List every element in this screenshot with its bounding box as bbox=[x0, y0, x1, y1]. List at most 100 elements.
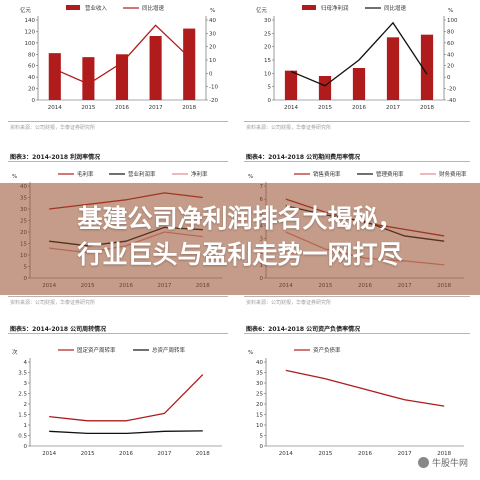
y2-tick-label: 40 bbox=[447, 52, 454, 58]
y-tick-label: 25 bbox=[264, 31, 271, 37]
y-tick-label: 2.5 bbox=[18, 392, 27, 398]
series-line bbox=[54, 24, 190, 85]
chart-title: 图表5：2014-2018 公司周转情况 bbox=[10, 326, 107, 333]
y-tick-label: 3 bbox=[24, 381, 28, 387]
bar bbox=[183, 28, 196, 101]
series-line bbox=[285, 369, 445, 407]
y2-axis-label: % bbox=[448, 8, 453, 14]
x-tick-label: 2017 bbox=[149, 105, 163, 111]
y-tick-label: 5 bbox=[268, 85, 272, 91]
y-tick-label: 30 bbox=[256, 381, 263, 387]
x-tick-label: 2017 bbox=[386, 105, 400, 111]
x-tick-label: 2014 bbox=[284, 105, 298, 111]
y-tick-label: 40 bbox=[256, 360, 263, 366]
y-tick-label: 20 bbox=[256, 402, 263, 408]
divider bbox=[8, 296, 228, 297]
bar bbox=[420, 34, 434, 100]
y-tick-label: 120 bbox=[25, 29, 36, 35]
y2-tick-label: 60 bbox=[447, 41, 454, 47]
x-tick-label: 2018 bbox=[420, 105, 434, 111]
net-profit-chart: 亿元 % 0 5 10 15 20 25 30 -40 -20 0 20 40 60 80 100 2014 201… bbox=[256, 4, 458, 111]
y-axis-label: % bbox=[248, 350, 253, 356]
legend-entry: 资产负债率 bbox=[313, 346, 341, 354]
x-tick-label: 2017 bbox=[398, 451, 412, 457]
x-tick-label: 2018 bbox=[182, 105, 196, 111]
y-tick-label: 20 bbox=[264, 45, 271, 51]
y2-tick-label: -10 bbox=[209, 85, 218, 91]
bar bbox=[82, 57, 95, 100]
series-line bbox=[290, 21, 428, 87]
y-tick-label: 0 bbox=[24, 444, 28, 450]
x-tick-label: 2015 bbox=[318, 105, 332, 111]
wechat-icon bbox=[417, 457, 429, 468]
revenue-chart: 亿元 % 0 20 40 60 80 100 120 140 -20 -10 0 10 20 30 40 2014… bbox=[20, 4, 218, 111]
y-tick-label: 10 bbox=[256, 423, 263, 429]
x-tick-label: 2016 bbox=[119, 451, 133, 457]
y-tick-label: 0 bbox=[32, 98, 36, 104]
y-tick-label: 0.5 bbox=[18, 434, 27, 440]
y-axis-label: 亿元 bbox=[256, 6, 268, 14]
legend-entry: 固定资产周转率 bbox=[77, 346, 116, 354]
legend-entry: 毛利率 bbox=[77, 170, 94, 178]
y2-tick-label: 10 bbox=[209, 58, 216, 64]
y-tick-label: 140 bbox=[25, 18, 36, 24]
y-axis-label: 次 bbox=[12, 348, 18, 356]
y2-axis-label: % bbox=[210, 8, 215, 14]
y-tick-label: 10 bbox=[264, 71, 271, 77]
y-axis-label: % bbox=[12, 174, 17, 180]
y-tick-label: 60 bbox=[28, 64, 35, 70]
headline-line-1: 基建公司净利润排名大揭秘， bbox=[77, 204, 403, 233]
turnover-chart: 次 0 0.5 1 1.5 2 2.5 3 3.5 4 2014 2015 2016 2017 2018 固定… bbox=[12, 346, 222, 457]
y-tick-label: 30 bbox=[264, 18, 271, 24]
divider bbox=[244, 296, 470, 297]
bar bbox=[284, 70, 298, 100]
divider bbox=[244, 121, 470, 122]
divider bbox=[8, 161, 228, 162]
bar bbox=[386, 37, 400, 100]
x-tick-label: 2018 bbox=[437, 451, 451, 457]
y-tick-label: 25 bbox=[256, 392, 263, 398]
y-tick-label: 0 bbox=[260, 444, 264, 450]
y-tick-label: 100 bbox=[25, 41, 36, 47]
y-tick-label: 15 bbox=[264, 58, 271, 64]
series-line bbox=[49, 374, 204, 422]
y2-tick-label: -20 bbox=[209, 98, 218, 104]
y-tick-label: 35 bbox=[256, 371, 263, 377]
y2-tick-label: 40 bbox=[209, 18, 216, 24]
bar bbox=[149, 36, 162, 100]
y-tick-label: 20 bbox=[28, 87, 35, 93]
y2-tick-label: 20 bbox=[447, 64, 454, 70]
x-tick-label: 2014 bbox=[48, 105, 62, 111]
x-tick-label: 2016 bbox=[352, 105, 366, 111]
y2-tick-label: 0 bbox=[447, 75, 451, 81]
legend-swatch bbox=[66, 5, 80, 10]
x-tick-label: 2015 bbox=[81, 451, 95, 457]
source-note: 资料来源：公司财报，华泰证券研究所 bbox=[246, 300, 332, 306]
divider bbox=[244, 333, 470, 334]
y-tick-label: 1.5 bbox=[18, 413, 27, 419]
legend-entry: 总资产周转率 bbox=[152, 346, 186, 354]
y-tick-label: 40 bbox=[28, 75, 35, 81]
y2-tick-label: 30 bbox=[209, 31, 216, 37]
y2-tick-label: -20 bbox=[447, 87, 456, 93]
x-tick-label: 2018 bbox=[196, 451, 210, 457]
x-tick-label: 2017 bbox=[157, 451, 171, 457]
legend-swatch bbox=[302, 5, 316, 10]
legend-entry: 营业利润率 bbox=[128, 170, 156, 178]
bar bbox=[115, 54, 129, 100]
headline-banner: 基建公司净利润排名大揭秘， 行业巨头与盈利走势一网打尽 bbox=[0, 183, 480, 295]
watermark-text: 牛股牛网 bbox=[431, 459, 468, 469]
x-tick-label: 2015 bbox=[318, 451, 332, 457]
divider bbox=[8, 333, 228, 334]
chart-title: 图表3：2014-2018 利润率情况 bbox=[10, 154, 101, 161]
x-tick-label: 2016 bbox=[358, 451, 372, 457]
divider bbox=[244, 161, 470, 162]
chart-title: 图表6：2014-2018 公司资产负债率情况 bbox=[246, 326, 361, 333]
y2-tick-label: 20 bbox=[209, 45, 216, 51]
y-tick-label: 80 bbox=[28, 52, 35, 58]
bar bbox=[318, 76, 332, 100]
y-axis-label: % bbox=[248, 174, 253, 180]
x-tick-label: 2016 bbox=[115, 105, 129, 111]
y2-tick-label: 0 bbox=[209, 71, 213, 77]
legend-entry: 同比增速 bbox=[142, 4, 165, 12]
